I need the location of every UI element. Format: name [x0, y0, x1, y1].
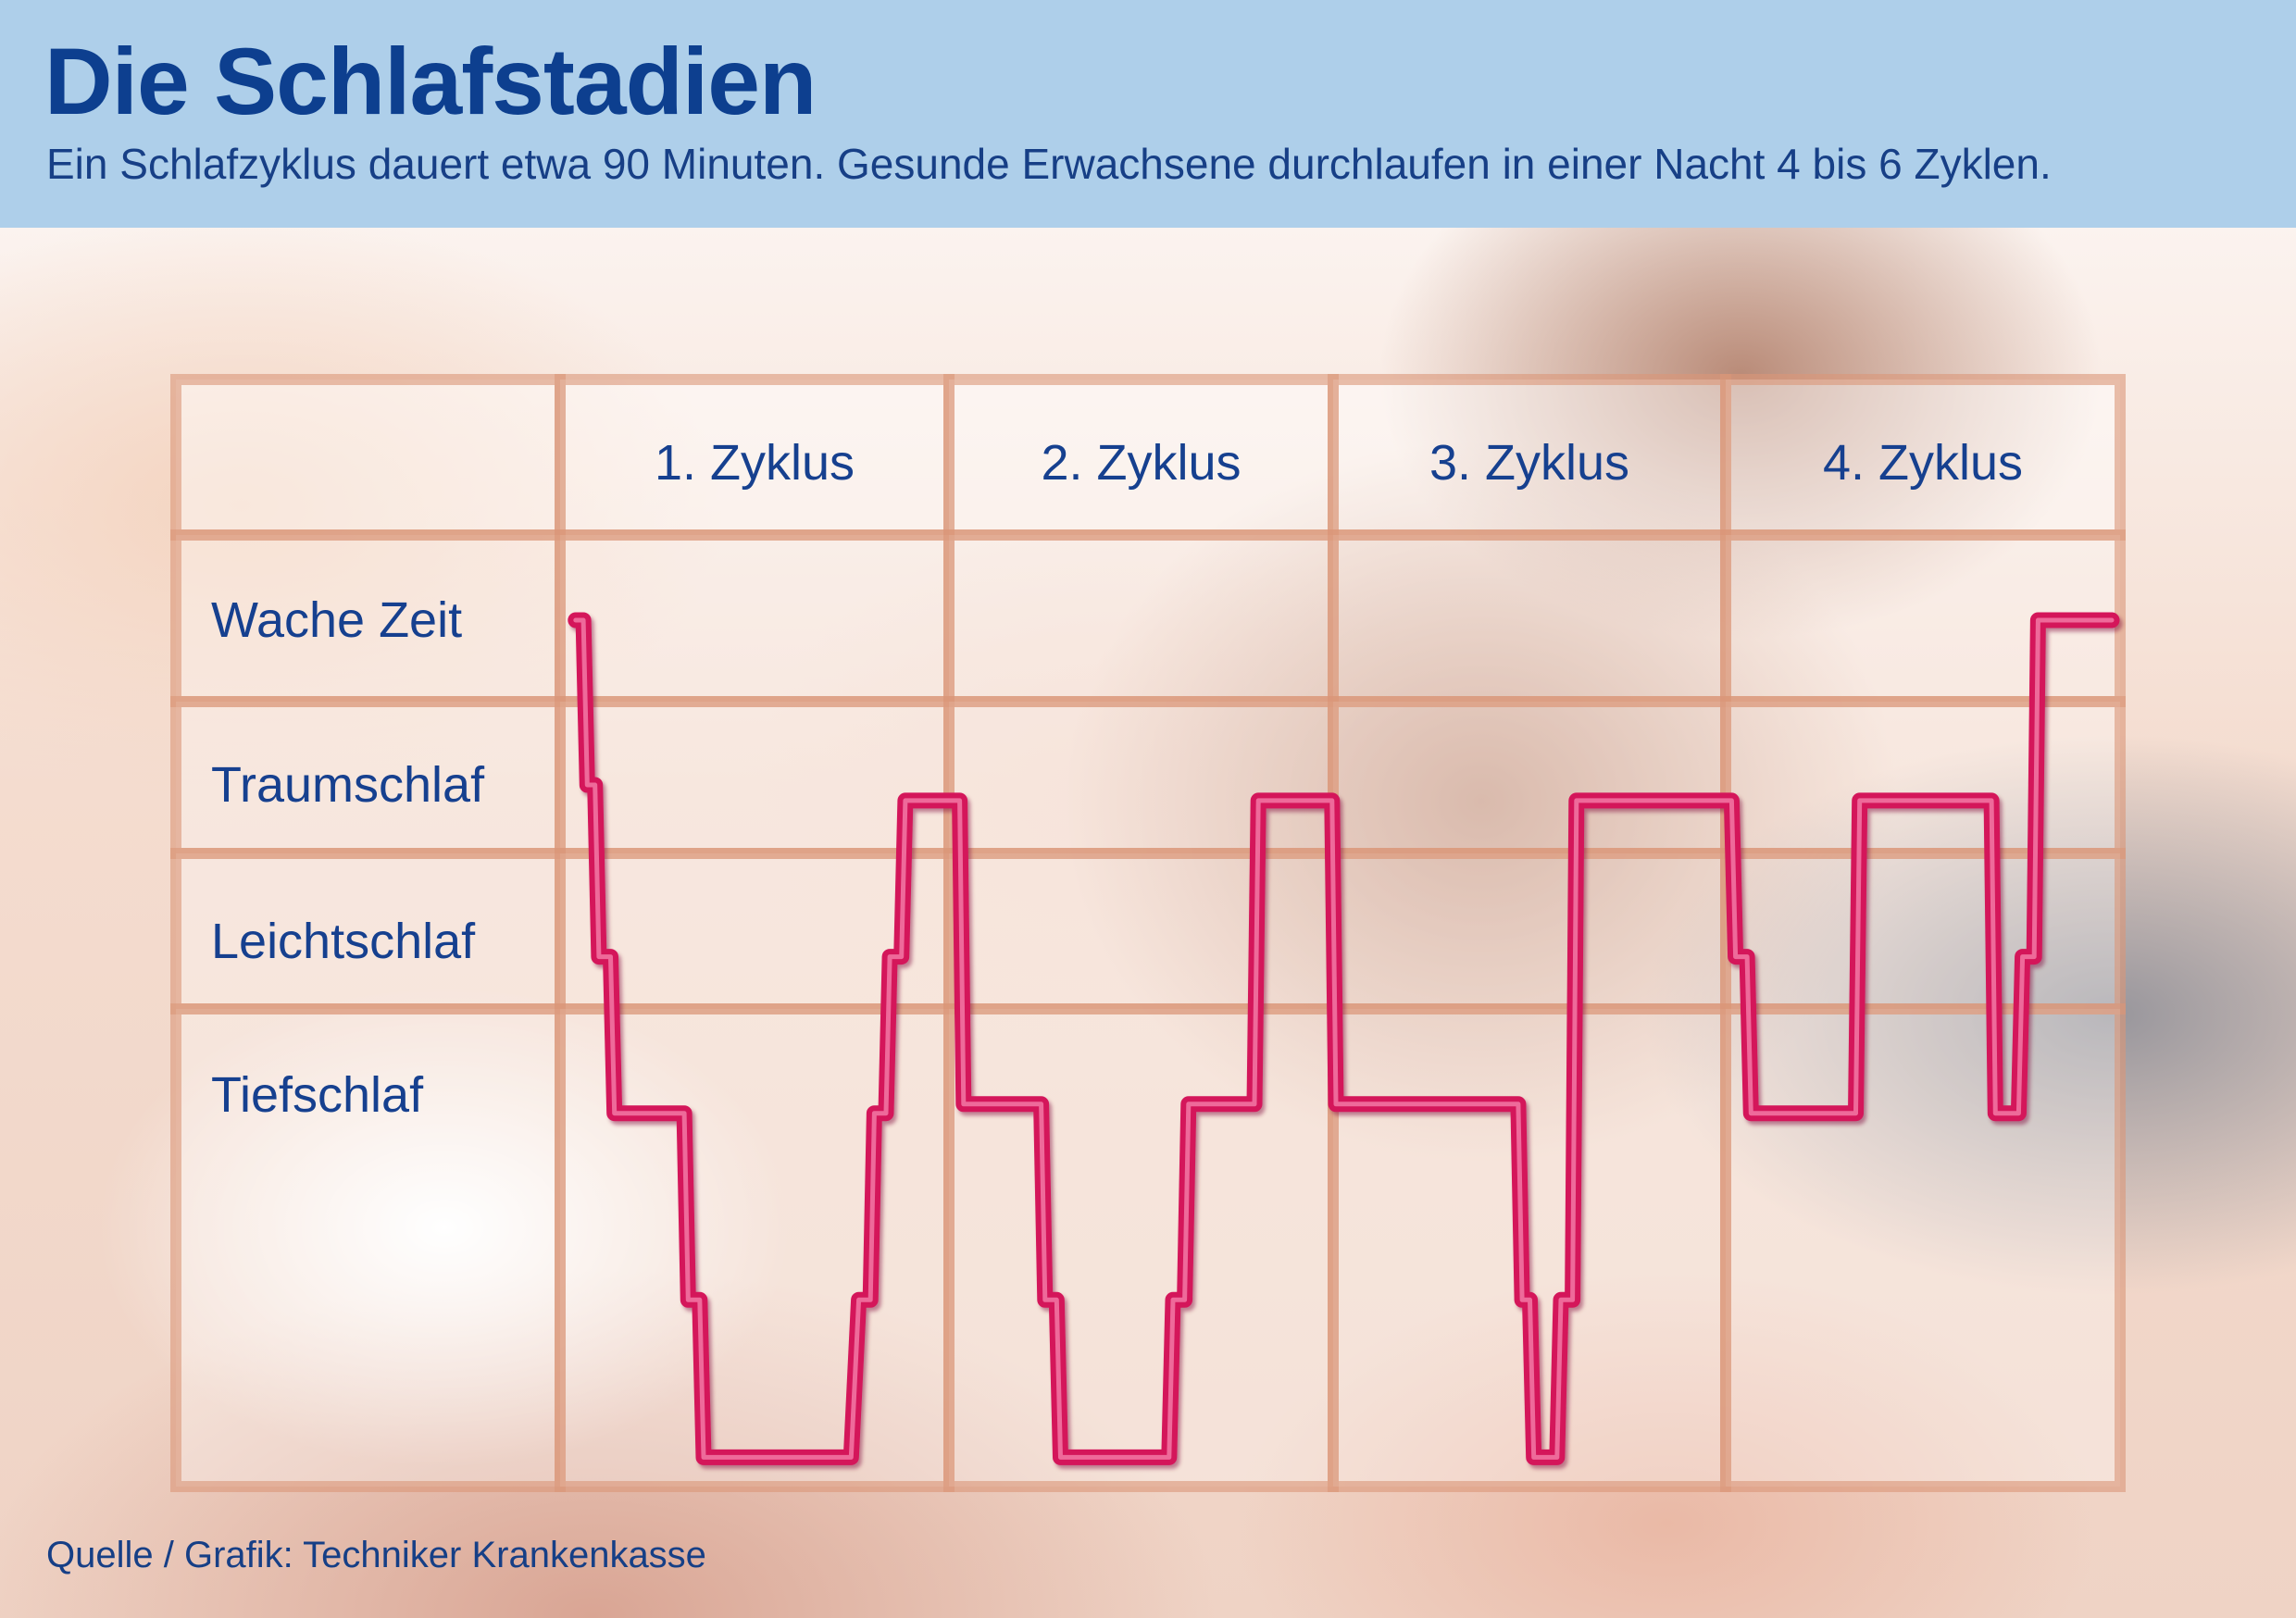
source-credit: Quelle / Grafik: Techniker Krankenkasse	[46, 1535, 706, 1575]
grid-cell	[943, 696, 1339, 859]
grid-cell	[1328, 696, 1731, 859]
grid-cell	[1328, 848, 1731, 1014]
grid-cell	[943, 1003, 1339, 1492]
column-label: 4. Zyklus	[1823, 435, 2023, 491]
page-subtitle: Ein Schlafzyklus dauert etwa 90 Minuten.…	[46, 140, 2052, 188]
header-banner: Die Schlafstadien Ein Schlafzyklus dauer…	[0, 0, 2296, 228]
grid-cell	[555, 529, 955, 707]
sleep-stage-line-highlight	[573, 617, 2115, 1460]
grid-cell	[1720, 696, 2126, 859]
chart-grid	[170, 374, 2126, 1492]
row-label: Leichtschlaf	[211, 914, 476, 969]
column-label: 2. Zyklus	[1041, 435, 1241, 491]
chart-labels: 1. Zyklus 2. Zyklus 3. Zyklus 4. Zyklus Wach…	[211, 435, 2023, 1123]
grid-cell	[170, 1003, 566, 1492]
grid-cell	[943, 529, 1339, 707]
grid-cell	[1328, 374, 1731, 541]
row-label: Tiefschlaf	[211, 1067, 424, 1123]
grid-cell	[555, 374, 955, 541]
page-title: Die Schlafstadien	[44, 29, 817, 134]
grid-cell	[943, 848, 1339, 1014]
grid-cell	[555, 696, 955, 859]
grid-cell	[1328, 529, 1731, 707]
background-photo	[0, 228, 2296, 1618]
grid-cell	[1720, 1003, 2126, 1492]
chart-line-layer	[568, 612, 2120, 1465]
grid-cell	[1720, 848, 2126, 1014]
column-label: 1. Zyklus	[655, 435, 855, 491]
row-label: Traumschlaf	[211, 757, 485, 813]
grid-cell	[170, 374, 566, 541]
column-label: 3. Zyklus	[1429, 435, 1629, 491]
row-label: Wache Zeit	[211, 592, 462, 648]
